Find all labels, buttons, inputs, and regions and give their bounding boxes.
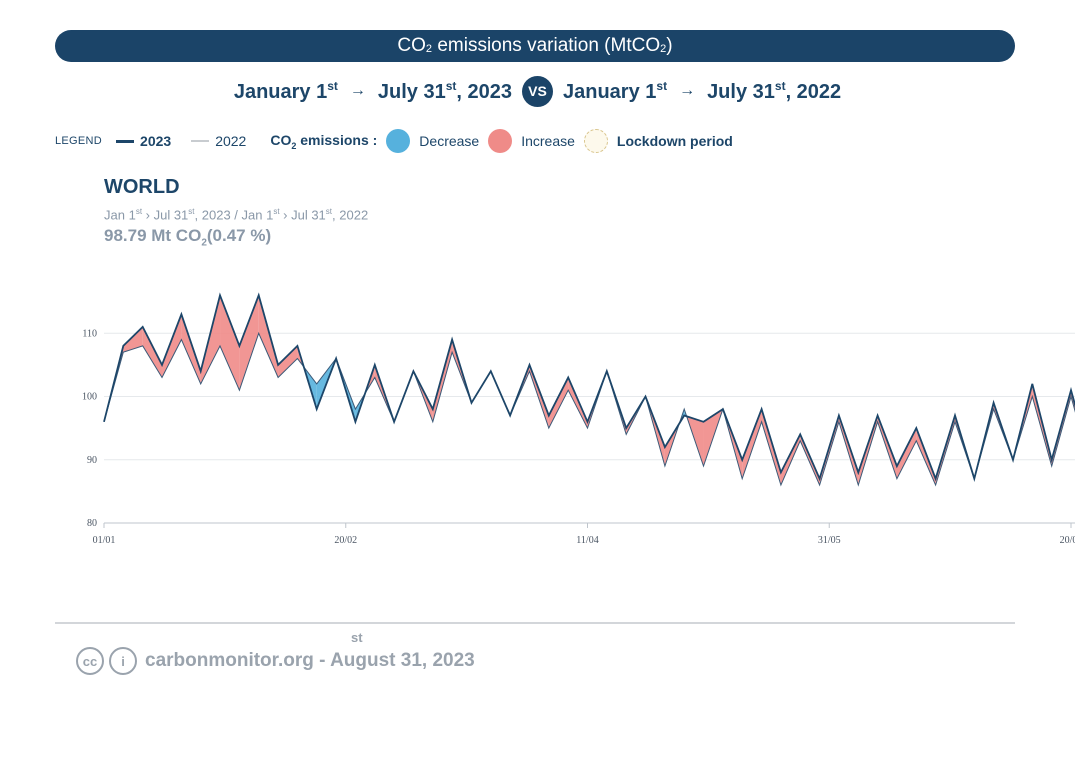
difference-area [142,326,163,378]
total-variation: 98.79 Mt CO2(0.47 %) [104,226,272,249]
banner-title: CO2 emissions variation (MtCO2) [397,35,673,56]
emissions-chart: 80 90 100 110 01/01 20/02 11/04 31/05 20/07 [82,292,1075,546]
x-tick-label: 20/02 [334,535,357,546]
y-tick-label: 80 [87,518,97,529]
x-tick-label: 20/07 [1060,535,1075,546]
legend-2022-label: 2022 [215,133,247,149]
difference-area [548,377,569,429]
difference-area [877,415,897,479]
y-tick-label: 100 [82,392,97,403]
series-2023-line [103,292,1075,483]
footer-divider [55,622,1015,624]
legend-title: LEGEND [55,135,103,147]
y-tick-label: 110 [82,328,97,339]
period-b-start: January 1st [563,78,668,103]
difference-area [761,409,781,486]
arrow-right-icon: → [679,82,696,99]
arrow-right-icon: → [349,82,366,99]
footer: cc i carbonmonitor.org - August 31, 2023 [76,645,475,677]
period-b-end: July 31st, 2022 [707,78,842,103]
legend-2022-swatch [191,140,210,142]
legend-2023-label: 2023 [140,133,172,149]
difference-area [278,345,298,378]
period-a-end: July 31st, 2023 [377,78,512,103]
legend-2023-swatch [116,139,135,143]
difference-area [858,415,878,486]
legend-co2-label: CO2 emissions : [270,131,378,151]
legend-lockdown-label: Lockdown period [616,133,733,149]
x-tick-label: 31/05 [818,535,841,546]
difference-area [239,295,259,391]
decrease-swatch [386,129,411,153]
difference-area [780,434,801,486]
legend-decrease-label: Decrease [419,133,480,149]
x-tick-label: 11/04 [576,535,598,546]
legend-increase-label: Increase [521,133,575,149]
panel-date-range: Jan 1st › Jul 31st, 2023 / Jan 1st › Jul… [104,207,369,223]
y-tick-label: 90 [87,455,97,466]
difference-area [123,326,143,353]
x-tick-label: 01/01 [93,535,116,546]
creative-commons-icon: cc [76,647,104,675]
difference-area [896,428,917,479]
footer-superscript: st [351,630,363,645]
increase-swatch [488,129,513,153]
difference-area [162,314,182,378]
difference-area [529,364,549,429]
lockdown-swatch [583,129,608,153]
attribution-icon: i [109,647,137,675]
vs-badge: VS [522,75,553,107]
difference-area [742,409,762,479]
region-title: WORLD [104,176,180,198]
period-comparison: January 1st → July 31st, 2023 VS January… [0,75,1075,107]
period-a-start: January 1st [233,78,338,103]
footer-source[interactable]: carbonmonitor.org - August 31, 2023 [145,650,475,671]
difference-area [220,295,240,391]
difference-area [181,314,201,384]
legend: LEGEND 2023 2022 CO2 emissions : Decreas… [55,128,733,154]
chart-title-banner: CO2 emissions variation (MtCO2) [55,30,1015,62]
